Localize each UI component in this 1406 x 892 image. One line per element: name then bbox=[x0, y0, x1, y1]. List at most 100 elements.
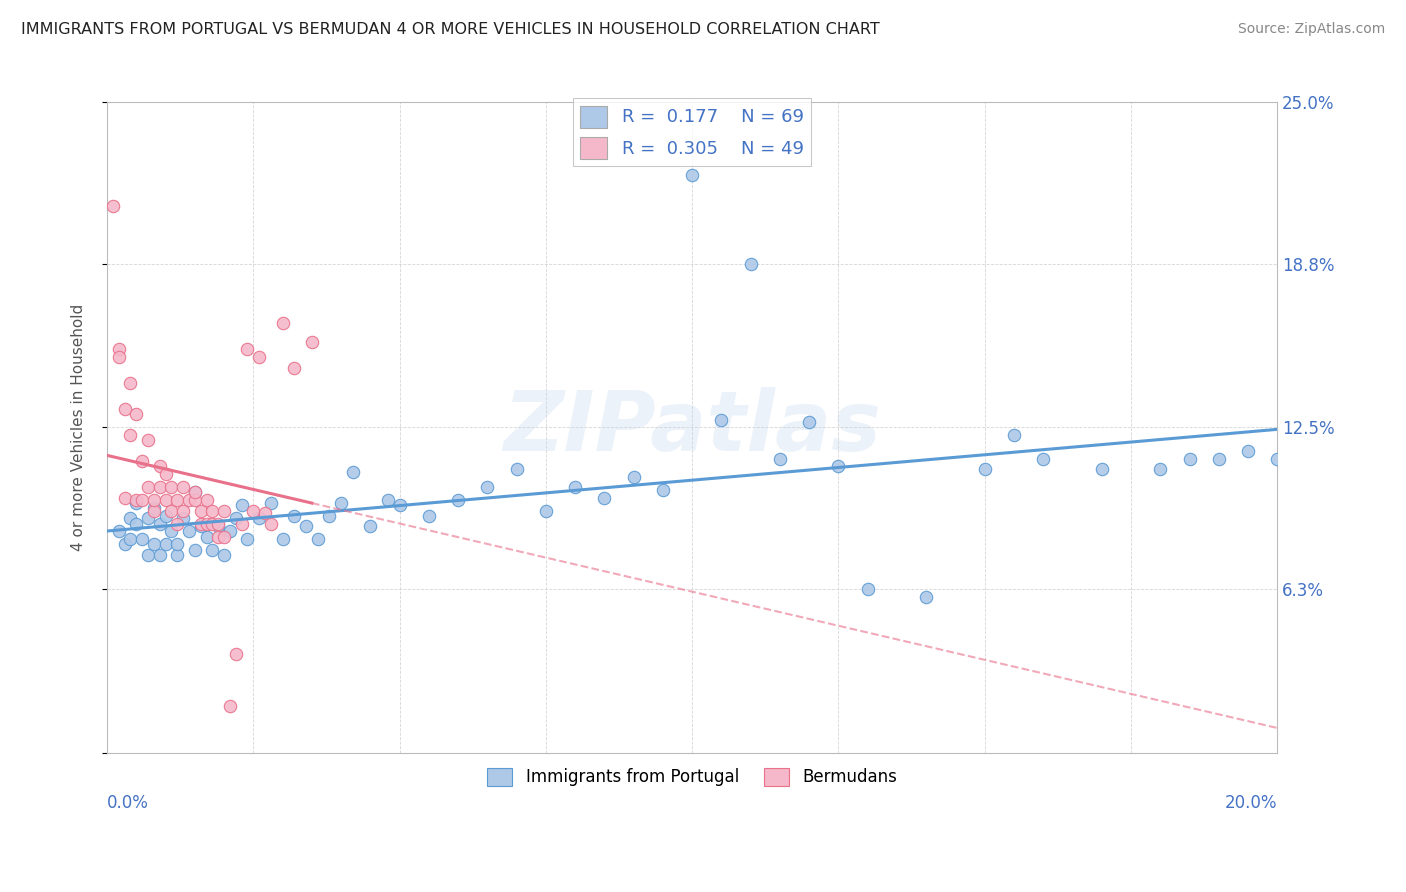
Point bbox=[318, 508, 340, 523]
Point bbox=[1237, 443, 1260, 458]
Point bbox=[155, 467, 177, 482]
Point bbox=[681, 168, 703, 182]
Point bbox=[166, 548, 188, 562]
Point bbox=[184, 485, 207, 500]
Point bbox=[1002, 428, 1025, 442]
Point bbox=[120, 428, 142, 442]
Point bbox=[447, 493, 470, 508]
Point bbox=[160, 504, 183, 518]
Point bbox=[190, 519, 212, 533]
Point bbox=[271, 317, 294, 331]
Point bbox=[973, 462, 995, 476]
Point bbox=[534, 504, 557, 518]
Point bbox=[283, 508, 305, 523]
Point bbox=[212, 504, 235, 518]
Point bbox=[120, 376, 142, 391]
Point bbox=[155, 508, 177, 523]
Point bbox=[184, 485, 207, 500]
Point bbox=[142, 493, 165, 508]
Point bbox=[136, 434, 159, 448]
Point bbox=[172, 504, 194, 518]
Point bbox=[1265, 451, 1288, 466]
Point bbox=[149, 516, 172, 531]
Point bbox=[651, 483, 673, 497]
Point bbox=[225, 647, 247, 661]
Point bbox=[131, 533, 153, 547]
Point bbox=[195, 516, 218, 531]
Point bbox=[418, 508, 440, 523]
Point bbox=[247, 350, 270, 364]
Point bbox=[160, 480, 183, 494]
Point bbox=[915, 590, 938, 604]
Point bbox=[155, 493, 177, 508]
Point bbox=[388, 499, 411, 513]
Point bbox=[212, 530, 235, 544]
Point bbox=[505, 462, 527, 476]
Point bbox=[114, 537, 136, 551]
Point bbox=[1032, 451, 1054, 466]
Point bbox=[101, 199, 124, 213]
Point bbox=[247, 511, 270, 525]
Point bbox=[740, 256, 762, 270]
Point bbox=[359, 519, 381, 533]
Point bbox=[260, 496, 283, 510]
Point bbox=[155, 537, 177, 551]
Point bbox=[231, 516, 253, 531]
Point bbox=[142, 537, 165, 551]
Point bbox=[136, 511, 159, 525]
Point bbox=[114, 402, 136, 417]
Point bbox=[166, 493, 188, 508]
Point bbox=[212, 548, 235, 562]
Point bbox=[799, 415, 821, 429]
Point bbox=[177, 493, 200, 508]
Point bbox=[114, 491, 136, 505]
Point bbox=[301, 334, 323, 349]
Point bbox=[172, 480, 194, 494]
Point bbox=[107, 524, 129, 539]
Point bbox=[477, 480, 499, 494]
Point bbox=[195, 530, 218, 544]
Point bbox=[856, 582, 879, 596]
Point bbox=[330, 496, 353, 510]
Point bbox=[184, 493, 207, 508]
Point bbox=[769, 451, 792, 466]
Point bbox=[136, 548, 159, 562]
Point bbox=[207, 516, 229, 531]
Point bbox=[307, 533, 329, 547]
Point bbox=[1178, 451, 1201, 466]
Y-axis label: 4 or more Vehicles in Household: 4 or more Vehicles in Household bbox=[72, 304, 86, 551]
Point bbox=[342, 465, 364, 479]
Point bbox=[125, 516, 148, 531]
Point bbox=[710, 412, 733, 426]
Point bbox=[107, 343, 129, 357]
Point bbox=[260, 516, 283, 531]
Point bbox=[125, 493, 148, 508]
Point bbox=[184, 542, 207, 557]
Point bbox=[107, 350, 129, 364]
Point bbox=[231, 499, 253, 513]
Point bbox=[160, 524, 183, 539]
Point bbox=[142, 501, 165, 516]
Point bbox=[177, 524, 200, 539]
Point bbox=[201, 516, 224, 531]
Legend: Immigrants from Portugal, Bermudans: Immigrants from Portugal, Bermudans bbox=[481, 761, 904, 793]
Point bbox=[120, 511, 142, 525]
Point bbox=[564, 480, 586, 494]
Point bbox=[207, 530, 229, 544]
Point bbox=[149, 548, 172, 562]
Point bbox=[225, 511, 247, 525]
Point bbox=[254, 506, 277, 520]
Text: 0.0%: 0.0% bbox=[107, 794, 149, 813]
Point bbox=[1091, 462, 1114, 476]
Point bbox=[125, 408, 148, 422]
Point bbox=[120, 533, 142, 547]
Point bbox=[131, 493, 153, 508]
Point bbox=[271, 533, 294, 547]
Text: Source: ZipAtlas.com: Source: ZipAtlas.com bbox=[1237, 22, 1385, 37]
Point bbox=[195, 493, 218, 508]
Point bbox=[377, 493, 399, 508]
Point bbox=[149, 459, 172, 474]
Point bbox=[219, 524, 242, 539]
Point bbox=[172, 511, 194, 525]
Point bbox=[125, 496, 148, 510]
